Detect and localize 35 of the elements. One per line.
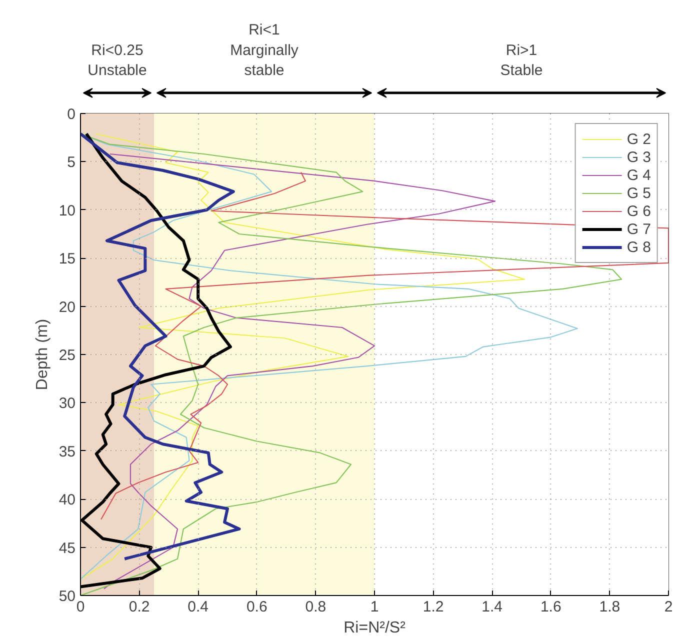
line-series (100, 172, 668, 520)
legend-label: G 6 (626, 202, 651, 220)
x-tick-label: 0.6 (246, 598, 268, 616)
band-label: Ri<1 Marginally stable (230, 21, 299, 80)
x-tick-label: 1.8 (599, 598, 620, 616)
y-tick-label: 5 (67, 154, 76, 172)
band-label: Ri<0.25 Unstable (88, 42, 147, 80)
y-tick-label: 20 (58, 298, 76, 316)
x-axis-title: Ri=N²/S² (344, 620, 406, 636)
y-tick-label: 30 (58, 395, 76, 412)
y-tick-label: 15 (58, 250, 76, 268)
y-tick-label: 35 (58, 443, 76, 460)
y-tick-label: 10 (58, 202, 76, 220)
band-label: Ri>1 Stable (500, 42, 543, 80)
y-axis-title: Depth (m) (34, 318, 51, 390)
legend-label: G 2 (626, 130, 651, 148)
x-tick-label: 0.2 (128, 598, 150, 616)
x-tick-label: 0.8 (305, 598, 326, 616)
y-tick-label: 25 (58, 347, 76, 364)
x-tick-label: 1.4 (482, 598, 503, 616)
x-tick-label: 1 (370, 598, 379, 616)
y-tick-label: 45 (58, 540, 76, 557)
legend-label: G 8 (626, 238, 651, 256)
line-series (103, 153, 496, 590)
y-tick-label: 0 (67, 106, 76, 123)
legend-label: G 7 (626, 220, 651, 238)
x-tick-label: 1.2 (422, 598, 444, 616)
y-tick-label: 40 (58, 492, 76, 509)
y-tick-label: 50 (58, 588, 76, 605)
x-tick-label: 2 (664, 598, 673, 616)
x-tick-label: 1.6 (540, 598, 562, 616)
legend-label: G 5 (626, 184, 651, 202)
legend-label: G 4 (626, 166, 651, 184)
x-tick-label: 0.4 (188, 598, 209, 616)
legend-label: G 3 (626, 148, 651, 166)
